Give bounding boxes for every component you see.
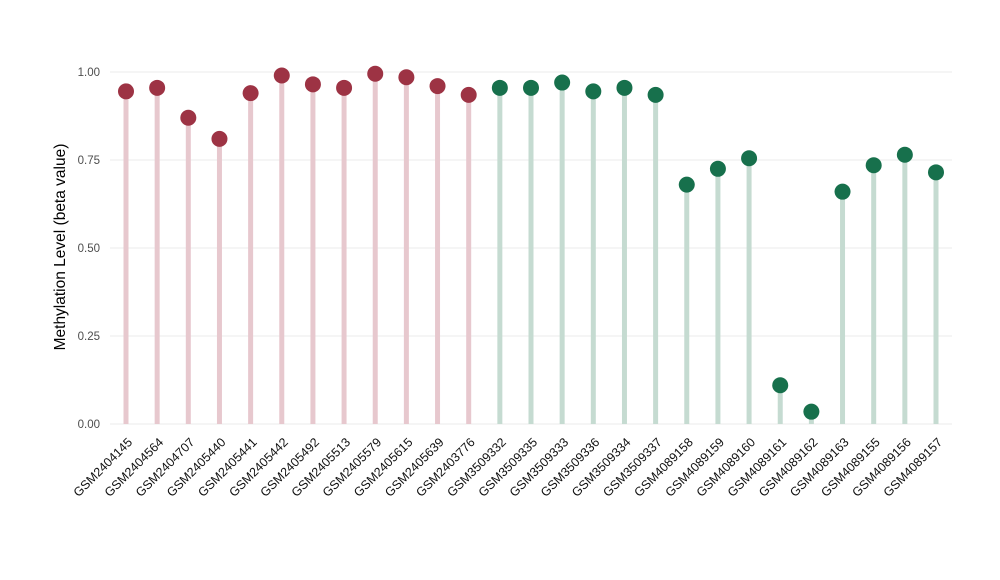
lollipop-dot xyxy=(180,109,197,126)
y-axis-title: Methylation Level (beta value) xyxy=(52,143,69,351)
lollipop-dot xyxy=(678,176,695,193)
lollipop-dot xyxy=(865,157,882,174)
y-axis-tick-label: 0.75 xyxy=(78,155,100,167)
lollipop-dot xyxy=(118,83,134,100)
y-axis-tick-label: 0.50 xyxy=(78,243,100,255)
lollipop-dot xyxy=(554,74,571,91)
y-axis-tick-label: 0.00 xyxy=(78,419,100,431)
lollipop-dot xyxy=(491,79,508,96)
lollipop-dot xyxy=(896,146,913,163)
lollipop-dot xyxy=(304,76,321,93)
lollipop-dot xyxy=(585,83,602,100)
lollipop-dot xyxy=(429,78,446,95)
lollipop-dot xyxy=(772,377,789,394)
lollipop-dot xyxy=(803,403,820,420)
lollipop-dot xyxy=(273,67,290,84)
lollipop-dot xyxy=(834,183,851,200)
lollipop-dot xyxy=(149,79,166,96)
lollipop-dot xyxy=(523,79,539,96)
lollipop-dot xyxy=(741,150,758,167)
lollipop-dot xyxy=(367,65,384,82)
lollipop-dot xyxy=(709,160,726,177)
lollipop-dot xyxy=(460,86,477,103)
y-axis-tick-label: 0.25 xyxy=(78,331,100,343)
lollipop-dot xyxy=(242,85,259,102)
lollipop-dot xyxy=(647,86,664,103)
y-axis-tick-label: 1.00 xyxy=(78,67,100,79)
lollipop-dot xyxy=(616,79,633,96)
lollipop-dot xyxy=(398,69,415,86)
lollipop-dot xyxy=(928,164,944,181)
lollipop-dot xyxy=(211,130,228,147)
lollipop-dot xyxy=(336,79,353,96)
